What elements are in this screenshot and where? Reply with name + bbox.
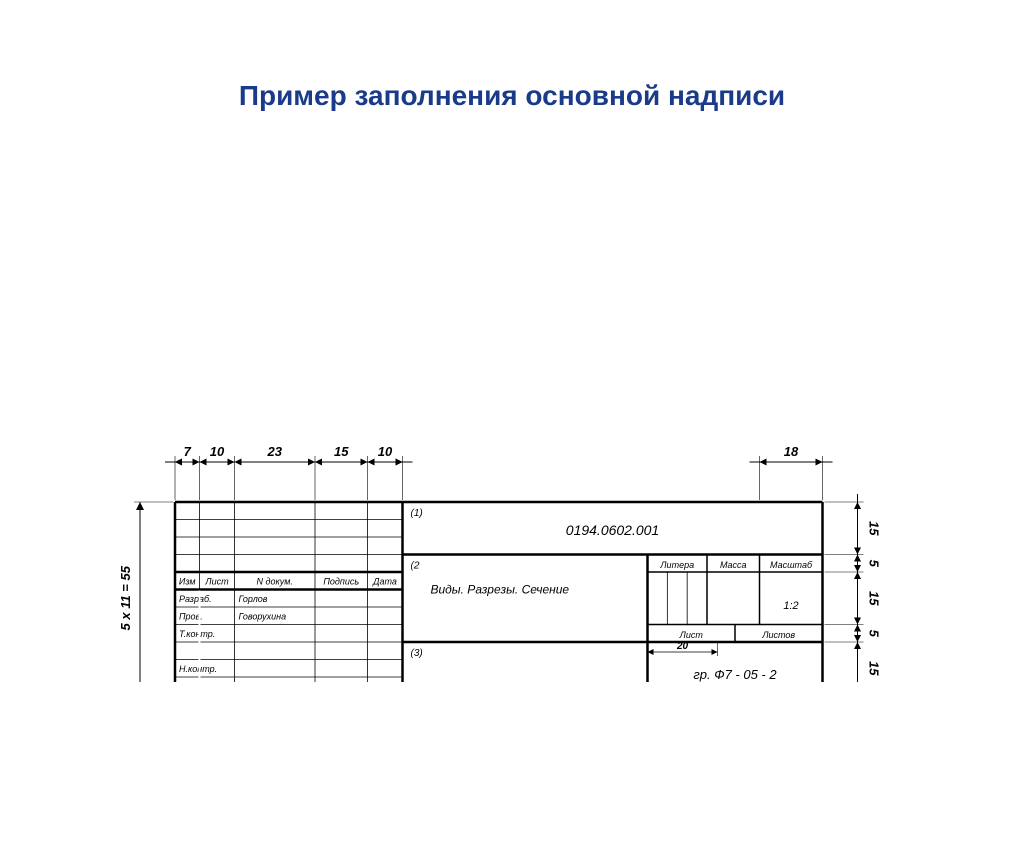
svg-text:5: 5 <box>867 630 882 638</box>
svg-text:Масса: Масса <box>720 560 747 570</box>
svg-text:15: 15 <box>867 521 882 536</box>
svg-text:Утв.: Утв. <box>178 682 199 683</box>
svg-text:23: 23 <box>267 444 283 459</box>
svg-text:Разраб.: Разраб. <box>179 594 212 604</box>
svg-text:0194.0602.001: 0194.0602.001 <box>566 522 659 538</box>
svg-text:Лист: Лист <box>679 630 704 640</box>
svg-text:7: 7 <box>184 444 192 459</box>
diagram-svg: ИзмЛистN докум.ПодписьДатаРазраб.ГорловП… <box>0 182 1024 682</box>
svg-text:5: 5 <box>867 560 882 568</box>
svg-text:15: 15 <box>867 661 882 676</box>
svg-text:(3): (3) <box>411 648 423 659</box>
svg-text:Дата: Дата <box>372 577 397 587</box>
svg-text:(1): (1) <box>411 508 423 519</box>
svg-text:Листов: Листов <box>761 630 795 640</box>
svg-text:Литера: Литера <box>659 560 694 570</box>
title-block-diagram: ИзмЛистN докум.ПодписьДатаРазраб.ГорловП… <box>0 182 1024 682</box>
svg-text:(2: (2 <box>411 561 420 572</box>
svg-text:10: 10 <box>210 444 225 459</box>
svg-text:Горлов: Горлов <box>239 594 268 604</box>
svg-text:Изм: Изм <box>179 577 196 587</box>
svg-text:20: 20 <box>676 641 689 652</box>
svg-text:Масштаб: Масштаб <box>770 560 813 570</box>
svg-text:N докум.: N докум. <box>257 577 293 587</box>
svg-text:15: 15 <box>867 591 882 606</box>
svg-text:гр. Ф7 - 05 - 2: гр. Ф7 - 05 - 2 <box>693 667 777 682</box>
page-title: Пример заполнения основной надписи <box>0 80 1024 112</box>
svg-text:18: 18 <box>784 444 799 459</box>
svg-text:Н.контр.: Н.контр. <box>179 664 217 674</box>
svg-text:Лист: Лист <box>204 577 229 587</box>
svg-text:Говорухина: Говорухина <box>239 612 287 622</box>
svg-text:1:2: 1:2 <box>783 600 798 612</box>
svg-text:Т.контр.: Т.контр. <box>179 629 215 639</box>
svg-text:Подпись: Подпись <box>323 577 359 587</box>
svg-text:Виды. Разрезы. Сечение: Виды. Разрезы. Сечение <box>431 583 570 597</box>
svg-text:10: 10 <box>378 444 393 459</box>
svg-text:5 x 11 = 55: 5 x 11 = 55 <box>118 565 133 630</box>
svg-text:15: 15 <box>334 444 349 459</box>
